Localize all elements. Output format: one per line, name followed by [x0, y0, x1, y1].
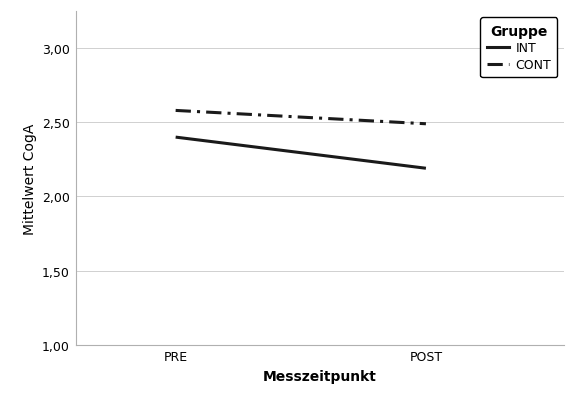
Legend: INT, CONT: INT, CONT: [480, 18, 557, 78]
X-axis label: Messzeitpunkt: Messzeitpunkt: [263, 369, 376, 383]
Y-axis label: Mittelwert CogA: Mittelwert CogA: [23, 123, 37, 234]
